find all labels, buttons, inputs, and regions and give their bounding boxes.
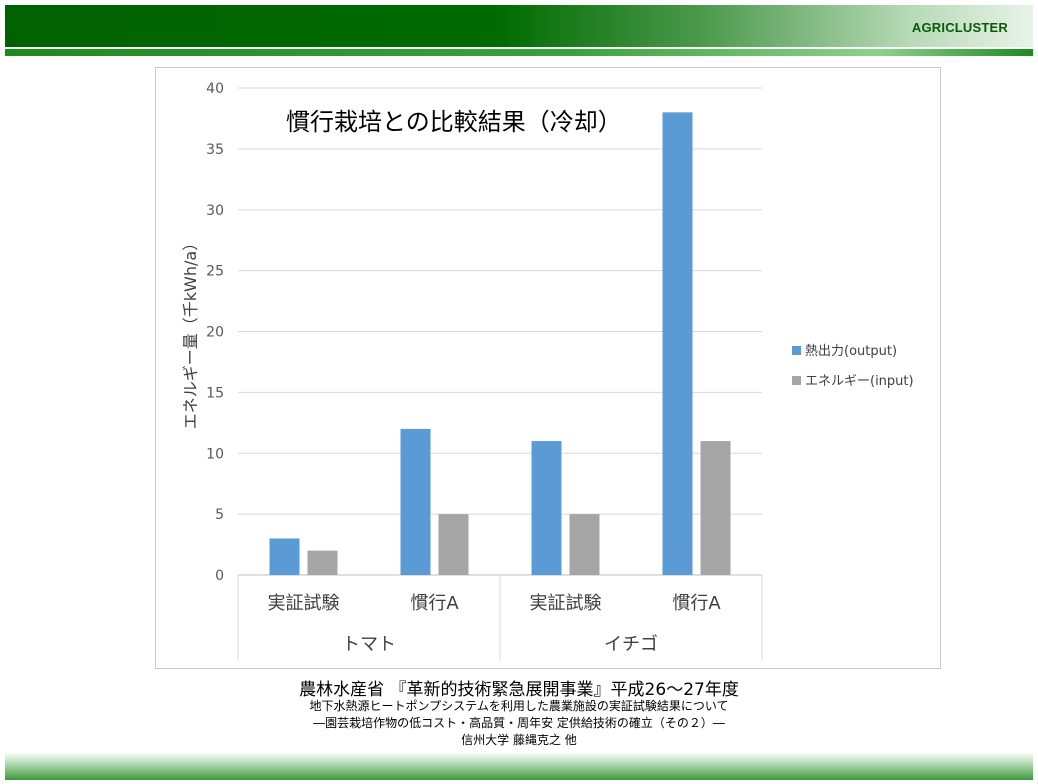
y-tick-label: 25 (206, 264, 224, 280)
y-tick-label: 20 (206, 325, 224, 341)
legend: 熱出力(output) エネルギー(input) (792, 344, 914, 389)
axis-labels: 0 5 10 15 20 25 30 35 40 実証試験 慣行A 実証試験 慣行A トマト イチゴ (206, 81, 721, 655)
bar (269, 538, 300, 575)
header-rule (5, 49, 1033, 56)
x-category-label: 実証試験 (530, 593, 602, 614)
y-axis-label: エネルギー量（千kWh/a） (181, 235, 200, 429)
bars (269, 112, 731, 575)
footer-band (5, 752, 1033, 780)
caption-ministry: 農林水産省 『革新的技術緊急展開事業』平成26～27年度 (299, 680, 739, 700)
legend-swatch (792, 376, 801, 385)
caption-author: 信州大学 藤縄克之 他 (461, 733, 577, 747)
chart-title: 慣行栽培との比較結果（冷却） (286, 108, 622, 136)
gridlines (238, 87, 762, 576)
brand-logo: AGRICLUSTER (911, 20, 1008, 35)
y-tick-label: 0 (215, 568, 224, 584)
bar (531, 441, 562, 575)
y-tick-label: 30 (206, 203, 224, 219)
x-group-label: イチゴ (604, 634, 658, 655)
y-tick-label: 35 (206, 142, 224, 158)
y-tick-label: 40 (206, 81, 224, 97)
axes (237, 574, 763, 661)
x-group-label: トマト (342, 634, 396, 655)
energy-bar-chart: 0 5 10 15 20 25 30 35 40 実証試験 慣行A 実証試験 慣行A トマト イチゴ 慣行栽… (181, 81, 914, 661)
bar (307, 550, 338, 575)
x-category-label: 慣行A (410, 593, 459, 614)
header-band (5, 5, 1033, 47)
bar (438, 514, 469, 575)
y-tick-label: 5 (215, 507, 224, 523)
bar (569, 514, 600, 575)
legend-swatch (792, 346, 801, 355)
legend-label: エネルギー(input) (805, 374, 914, 389)
x-category-label: 実証試験 (268, 593, 340, 614)
caption-study-subtitle: ―園芸栽培作物の低コスト・高品質・周年安 定供給技術の確立（その２）― (313, 716, 725, 730)
chart-frame: 0 5 10 15 20 25 30 35 40 実証試験 慣行A 実証試験 慣行A トマト イチゴ 慣行栽… (155, 67, 941, 669)
y-tick-label: 10 (206, 446, 224, 462)
caption-study-title: 地下水熱源ヒートポンプシステムを利用した農業施設の実証試験結果について (309, 699, 729, 713)
legend-label: 熱出力(output) (805, 344, 897, 359)
y-tick-label: 15 (206, 385, 224, 401)
x-category-label: 慣行A (672, 593, 721, 614)
bar (662, 112, 693, 575)
bar (400, 428, 431, 575)
bar (700, 441, 731, 575)
